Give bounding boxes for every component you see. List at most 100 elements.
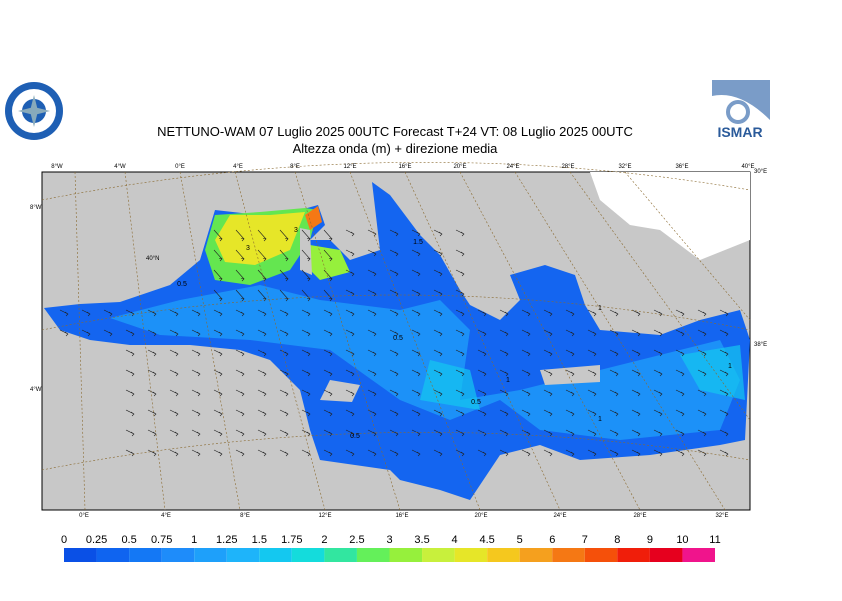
arrow — [433, 369, 443, 377]
arrow — [411, 449, 421, 457]
arrow — [587, 389, 597, 397]
arrow — [103, 329, 113, 337]
arrow — [587, 309, 597, 317]
arrow — [433, 269, 443, 277]
arrow — [345, 309, 355, 317]
arrow — [499, 369, 509, 377]
arrow — [455, 229, 465, 237]
arrow — [675, 349, 685, 357]
arrow — [323, 289, 333, 302]
contour-label: 1 — [506, 377, 510, 384]
arrow — [301, 429, 311, 437]
arrow — [565, 309, 575, 317]
legend-label: 10 — [676, 534, 688, 546]
arrow — [257, 389, 267, 397]
arrow — [213, 389, 223, 397]
arrow — [279, 409, 289, 417]
arrow — [521, 449, 531, 457]
arrow — [631, 349, 641, 357]
arrow — [345, 409, 355, 417]
arrow — [477, 449, 487, 457]
arrow — [389, 449, 399, 457]
arrow — [301, 409, 311, 417]
contour-label: 1.5 — [413, 239, 423, 246]
arrow — [59, 309, 69, 317]
arrow — [323, 249, 333, 262]
arrow — [719, 369, 729, 377]
graticule-label: 8°W — [51, 164, 63, 170]
arrow — [631, 389, 641, 397]
graticule-label: 0°E — [79, 513, 89, 519]
arrow — [499, 449, 509, 457]
contour-label: 3 — [294, 227, 298, 234]
arrow — [631, 409, 641, 417]
arrow — [521, 369, 531, 377]
arrow — [697, 309, 707, 317]
arrow — [257, 349, 267, 357]
arrow — [455, 449, 465, 457]
arrow — [455, 269, 465, 277]
arrow — [433, 229, 443, 237]
arrow — [235, 389, 245, 397]
arrow — [279, 309, 289, 317]
arrow — [697, 389, 707, 397]
arrow — [367, 329, 377, 337]
arrow — [191, 409, 201, 417]
arrow — [323, 369, 333, 377]
arrow — [345, 229, 355, 237]
arrow — [125, 369, 135, 377]
arrow — [213, 409, 223, 417]
arrow — [543, 309, 553, 317]
arrow — [213, 429, 223, 437]
arrow — [235, 289, 245, 302]
arrow — [433, 249, 443, 257]
arrow — [147, 409, 157, 417]
arrow — [125, 329, 135, 337]
arrow — [257, 289, 267, 302]
arrow — [213, 229, 223, 242]
arrow — [433, 429, 443, 437]
arrow — [367, 289, 377, 297]
arrow — [301, 349, 311, 357]
arrow — [367, 449, 377, 457]
legend-swatch — [194, 548, 227, 562]
arrow — [411, 329, 421, 337]
legend-label: 11 — [709, 534, 720, 546]
arrow — [389, 369, 399, 377]
arrow — [125, 309, 135, 317]
arrow — [543, 449, 553, 457]
arrow — [213, 329, 223, 337]
graticule-label: 30°E — [754, 169, 767, 175]
arrow — [323, 329, 333, 337]
arrow — [477, 409, 487, 417]
graticule-label: 32°E — [715, 513, 728, 519]
arrow — [169, 369, 179, 377]
arrow — [631, 309, 641, 317]
arrow — [125, 429, 135, 437]
contour-label: 1 — [728, 363, 732, 370]
arrow — [411, 309, 421, 317]
legend-label: 5 — [517, 534, 523, 546]
arrow — [169, 329, 179, 337]
graticule-label: 40°N — [146, 256, 159, 262]
legend-label: 7 — [582, 534, 588, 546]
arrow — [279, 269, 289, 282]
contour-label: 0.5 — [177, 281, 187, 288]
arrow — [367, 309, 377, 317]
arrow — [147, 429, 157, 437]
legend-swatch — [226, 548, 260, 562]
arrow — [389, 269, 399, 277]
arrow — [653, 369, 663, 377]
arrow — [191, 309, 201, 317]
graticule-label: 4°W — [114, 164, 126, 170]
graticule-label: 4°W — [30, 387, 42, 393]
arrow — [521, 409, 531, 417]
arrow — [279, 289, 289, 302]
arrow — [675, 409, 685, 417]
arrow — [323, 229, 333, 242]
arrow — [279, 429, 289, 437]
legend-swatch — [487, 548, 520, 562]
legend-label: 1.5 — [252, 534, 267, 546]
arrow — [257, 309, 267, 317]
arrow — [587, 329, 597, 337]
